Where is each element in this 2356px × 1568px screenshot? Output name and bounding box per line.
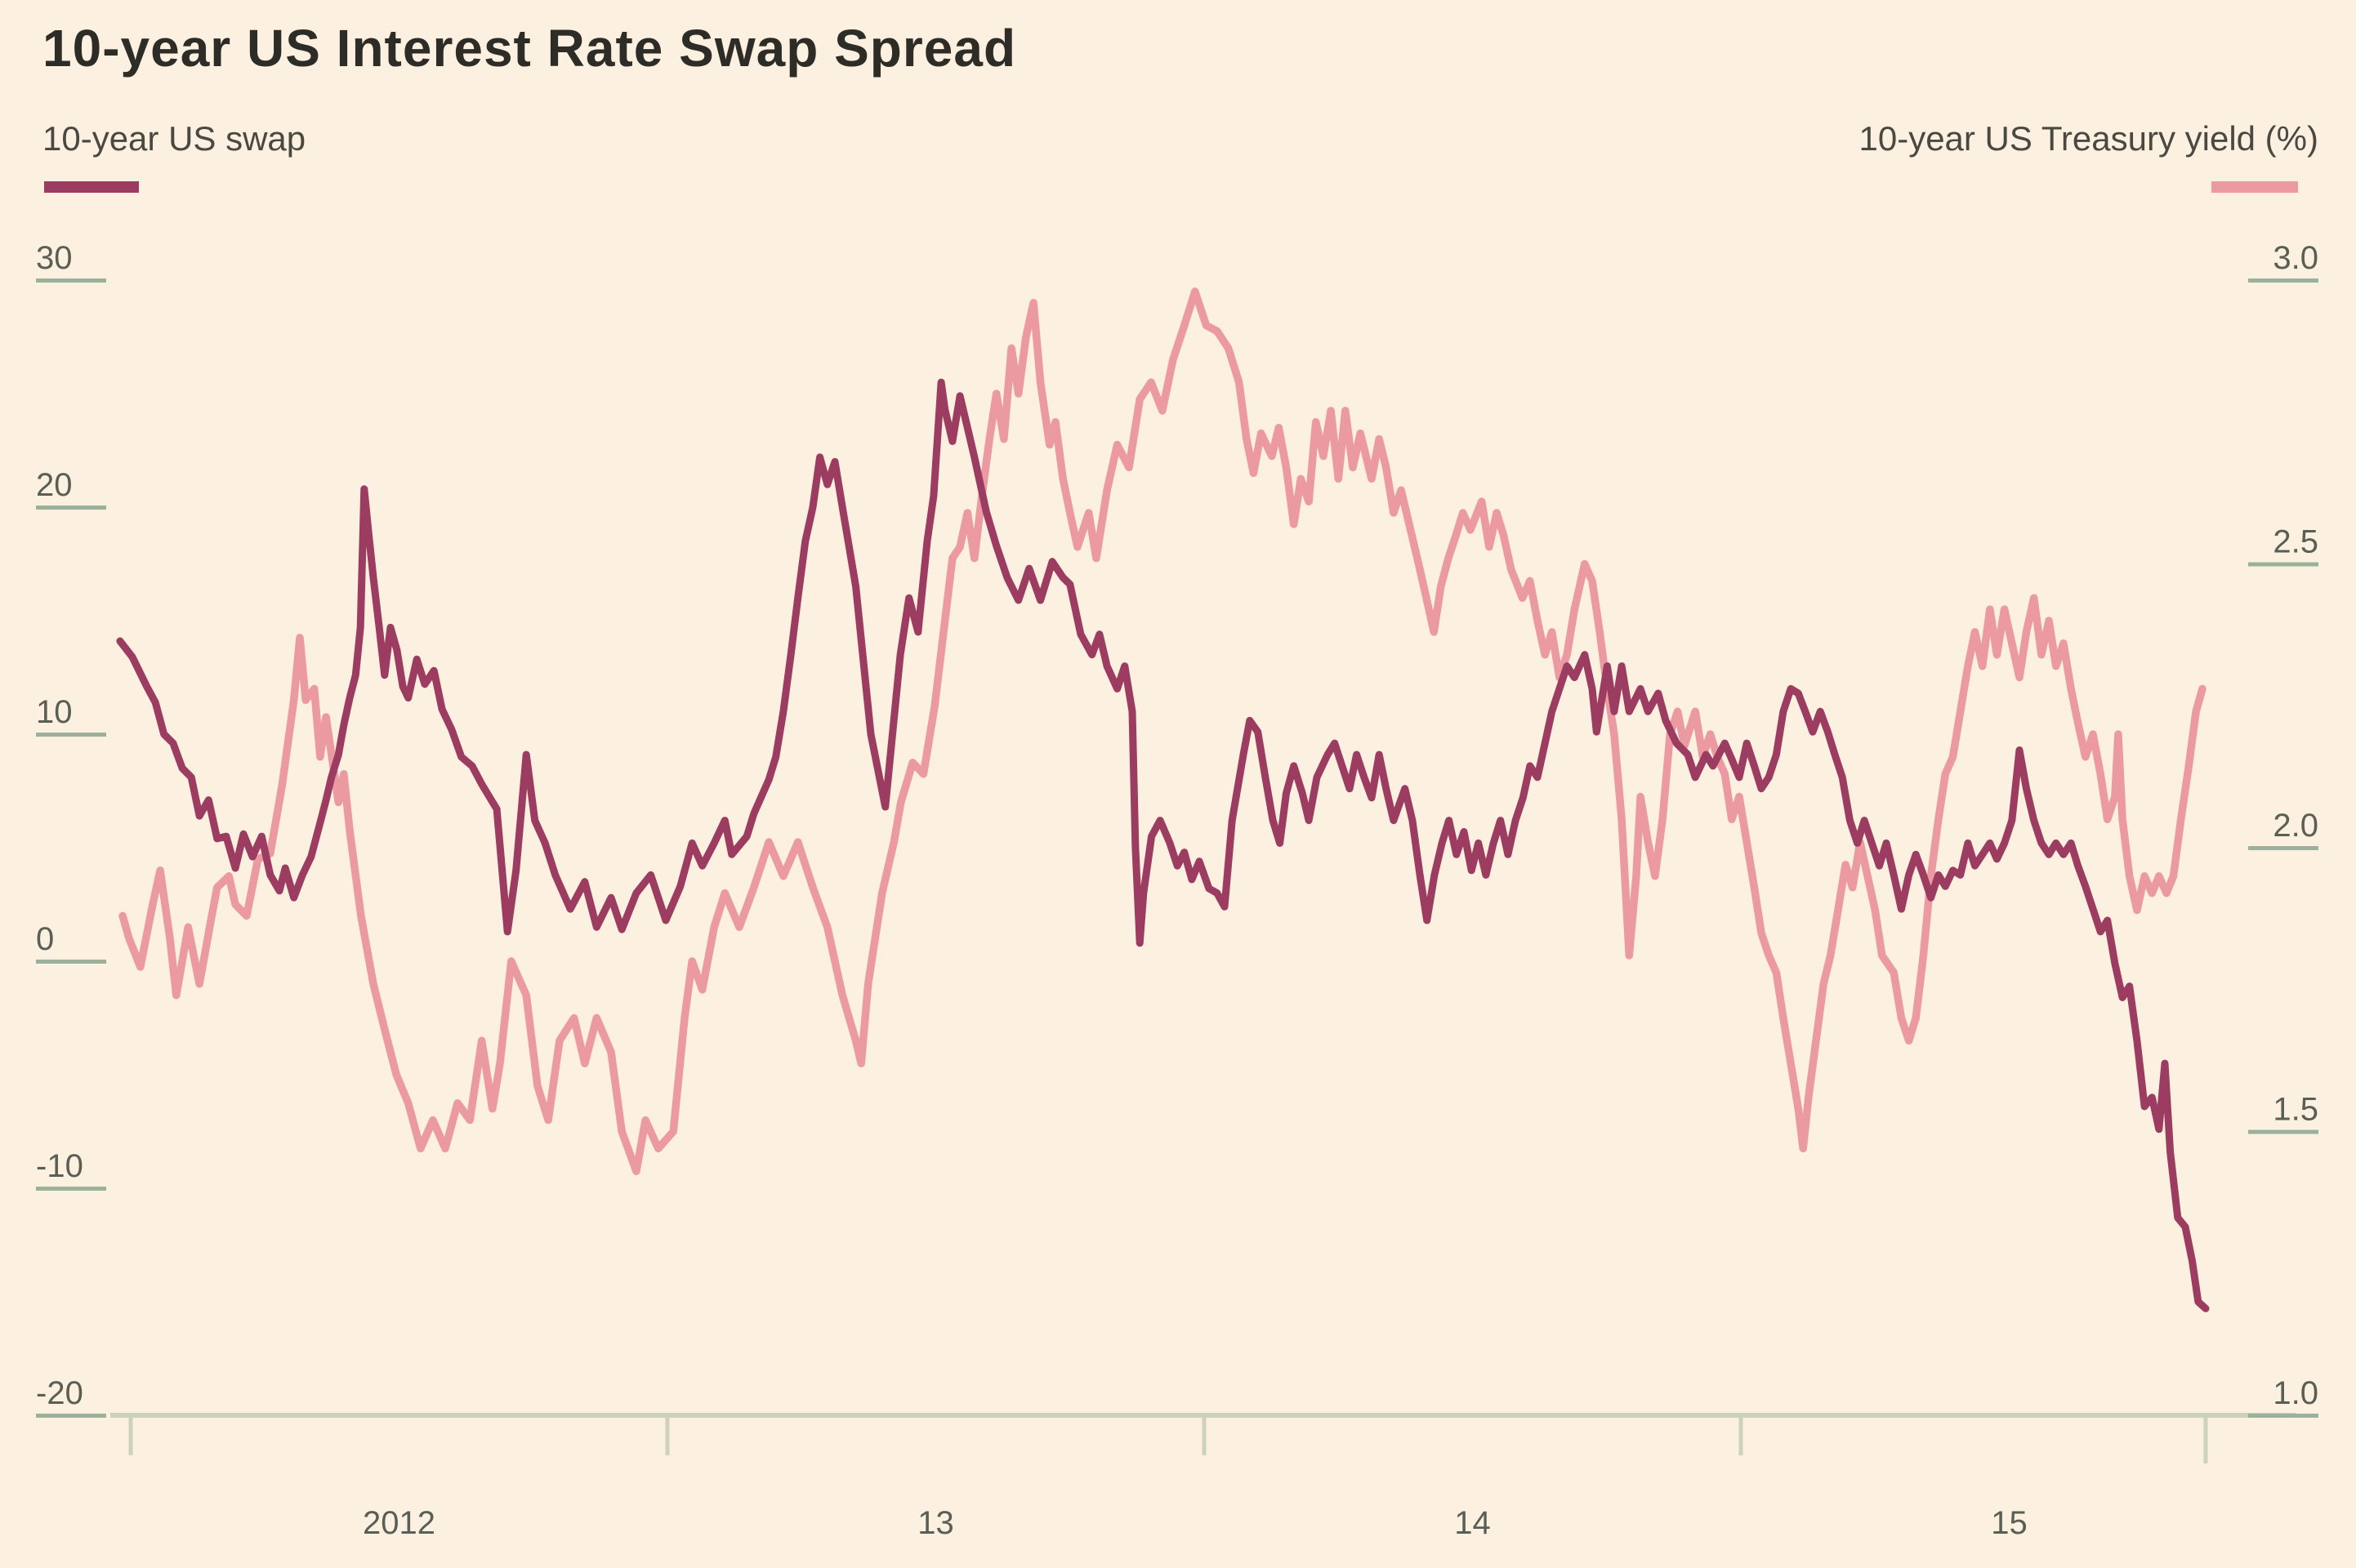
left-axis-tick: [36, 733, 106, 737]
x-axis-label: 15: [1991, 1505, 2028, 1541]
right-axis-tick: [2248, 1129, 2318, 1134]
left-axis-label: 0: [36, 921, 54, 957]
left-axis-label: 30: [36, 240, 73, 276]
right-axis-label: 1.5: [2273, 1092, 2318, 1128]
right-axis-tick: [2248, 1414, 2318, 1418]
right-axis-label: 2.5: [2273, 524, 2318, 560]
right-axis-tick: [2248, 278, 2318, 283]
left-axis-tick: [36, 1414, 106, 1418]
right-axis-tick: [2248, 846, 2318, 850]
treasury-yield-series-line: [118, 287, 2207, 1175]
left-axis-label: 10: [36, 694, 73, 730]
x-axis-label: 14: [1454, 1505, 1491, 1541]
x-axis-label: 13: [917, 1505, 954, 1541]
legend-right-swatch: [2211, 181, 2298, 193]
right-axis-label: 1.0: [2273, 1375, 2318, 1411]
legend-left-label: 10-year US swap: [42, 119, 306, 158]
legend-left-swatch: [44, 181, 139, 193]
left-axis-label: -10: [36, 1148, 83, 1184]
right-axis-label: 3.0: [2273, 240, 2318, 276]
left-axis-tick: [36, 506, 106, 510]
left-axis-label: -20: [36, 1375, 83, 1411]
left-axis-tick: [36, 1187, 106, 1191]
chart-title: 10-year US Interest Rate Swap Spread: [42, 19, 1017, 78]
swap-series-line: [116, 378, 2210, 1312]
left-axis-tick: [36, 960, 106, 964]
right-axis-label: 2.0: [2273, 808, 2318, 844]
left-axis-label: 20: [36, 467, 73, 503]
right-axis-tick: [2248, 562, 2318, 567]
legend-right-label: 10-year US Treasury yield (%): [1858, 119, 2318, 158]
x-axis-label: 2012: [363, 1505, 435, 1541]
left-axis-tick: [36, 278, 106, 283]
